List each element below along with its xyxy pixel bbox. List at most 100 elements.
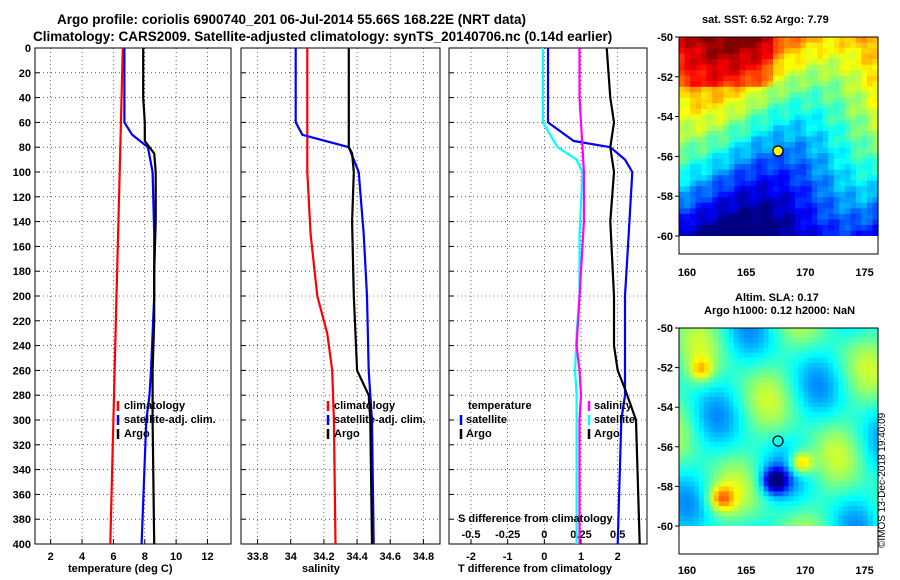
sla-cell — [763, 446, 770, 453]
sst-cell — [761, 219, 768, 226]
sla-cell — [828, 441, 834, 448]
sst-cell — [679, 153, 686, 160]
sst-cell — [795, 202, 802, 209]
sla-cell — [813, 352, 819, 359]
sst-cell — [811, 114, 818, 121]
sla-cell — [708, 511, 715, 517]
sla-cell — [868, 431, 874, 438]
sst-cell — [728, 59, 735, 66]
sla-cell — [748, 422, 755, 428]
sla-cell — [748, 461, 755, 468]
sla-cell — [828, 466, 834, 473]
sst-cell — [778, 81, 785, 88]
xtick-label-difference: -1 — [503, 551, 513, 563]
sst-cell — [695, 180, 702, 187]
sla-cell — [788, 377, 795, 383]
sla-cell — [713, 456, 720, 463]
sst-cell — [784, 42, 791, 49]
sla-cell — [743, 412, 750, 418]
sst-cell — [745, 164, 752, 171]
sla-cell — [873, 501, 879, 507]
sla-cell — [689, 501, 695, 507]
sla-cell — [684, 461, 690, 468]
sla-cell — [848, 441, 854, 448]
sst-cell — [750, 108, 757, 115]
sla-cell — [778, 436, 785, 443]
sla-cell — [838, 367, 844, 374]
sla-cell — [679, 342, 685, 349]
sst-cell — [784, 175, 791, 182]
sla-cell — [873, 496, 879, 502]
sla-cell — [838, 446, 844, 453]
sst-cell — [734, 169, 741, 176]
sla-cell — [828, 481, 834, 487]
sst-cell — [806, 147, 813, 154]
depth-tick-label: 80 — [19, 142, 31, 154]
sst-cell — [839, 131, 846, 138]
sst-cell — [734, 202, 741, 209]
sst-cell — [690, 224, 697, 231]
sla-cell — [693, 412, 700, 418]
sla-cell — [823, 362, 829, 369]
sla-map-frame — [678, 327, 879, 555]
sla-cell — [853, 352, 859, 359]
sla-cell — [793, 496, 799, 502]
sla-cell — [808, 392, 814, 398]
sla-cell — [828, 362, 834, 369]
sla-cell — [843, 491, 849, 497]
sst-cell — [734, 64, 741, 71]
sla-cell — [758, 397, 765, 403]
sla-cell — [679, 481, 685, 487]
sla-cell — [833, 431, 839, 438]
sst-cell — [745, 97, 752, 104]
sla-cell — [728, 456, 735, 463]
sst-cell — [795, 48, 802, 55]
sst-cell — [734, 197, 741, 204]
sla-cell — [679, 412, 685, 418]
sst-cell — [850, 131, 857, 138]
sla-cell — [828, 407, 834, 413]
sst-cell — [701, 180, 708, 187]
sst-cell — [872, 175, 879, 182]
sla-cell — [868, 392, 874, 398]
sla-cell — [684, 392, 690, 398]
sla-cell — [793, 436, 799, 443]
sst-cell — [706, 147, 713, 154]
sst-cell — [817, 114, 824, 121]
sla-cell — [793, 516, 799, 522]
sst-cell — [728, 70, 735, 77]
sst-cell — [844, 230, 851, 237]
sst-cell — [844, 70, 851, 77]
sla-cell — [773, 506, 780, 512]
sla-cell — [823, 441, 829, 448]
sla-cell — [684, 476, 690, 482]
sla-cell — [698, 511, 705, 517]
sla-cell — [768, 407, 775, 413]
sla-cell — [868, 357, 874, 364]
sst-cell — [695, 136, 702, 143]
sst-cell — [684, 224, 691, 231]
sst-cell — [745, 103, 752, 110]
sla-cell — [848, 427, 854, 433]
sla-cell — [848, 466, 854, 473]
sla-cell — [698, 397, 705, 403]
sla-cell — [813, 407, 819, 413]
sst-lon-label: 165 — [737, 267, 755, 279]
sla-cell — [863, 486, 869, 492]
sla-cell — [838, 506, 844, 512]
sla-cell — [763, 422, 770, 428]
sla-cell — [863, 427, 869, 433]
sla-cell — [723, 367, 730, 374]
sst-cell — [695, 169, 702, 176]
sla-cell — [783, 342, 790, 349]
sla-cell — [753, 412, 760, 418]
sla-cell — [873, 342, 879, 349]
sla-cell — [853, 332, 859, 339]
sla-cell — [863, 422, 869, 428]
sst-cell — [717, 53, 724, 60]
sla-cell — [703, 481, 710, 487]
depth-tick-label: 180 — [13, 266, 31, 278]
sst-cell — [828, 136, 835, 143]
sst-cell — [811, 191, 818, 198]
sst-cell — [866, 119, 873, 126]
